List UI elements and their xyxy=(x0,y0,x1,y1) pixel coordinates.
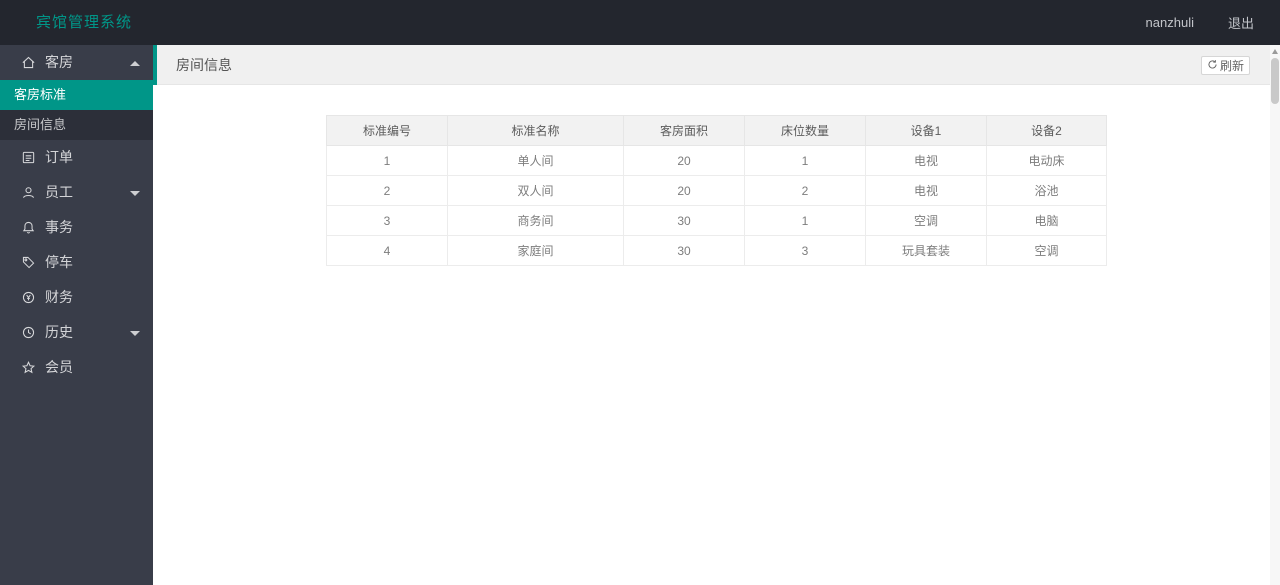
refresh-button[interactable]: 刷新 xyxy=(1200,56,1250,75)
column-header: 标准编号 xyxy=(326,115,448,146)
table-cell: 家庭间 xyxy=(447,235,624,266)
table-cell: 电视 xyxy=(865,175,987,206)
table-row: 2 双人间 20 2 电视 浴池 xyxy=(326,175,1107,206)
sidebar-item-3[interactable]: 订单 xyxy=(0,140,153,175)
sidebar-item-label: 停车 xyxy=(45,254,73,270)
chevron-up-icon xyxy=(130,60,140,66)
sidebar-item-label: 房间信息 xyxy=(14,117,67,132)
table-cell: 空调 xyxy=(865,205,987,236)
sidebar-nav: 客房客房标准房间信息订单员工事务停车财务历史会员 xyxy=(0,45,153,585)
refresh-label: 刷新 xyxy=(1219,59,1244,73)
page-title: 房间信息 xyxy=(176,57,232,73)
column-header: 客房面积 xyxy=(623,115,745,146)
table-cell: 4 xyxy=(326,235,448,266)
table-cell: 1 xyxy=(744,145,866,176)
column-header: 床位数量 xyxy=(744,115,866,146)
sidebar-item-label: 客房 xyxy=(45,54,73,70)
table-cell: 浴池 xyxy=(986,175,1107,206)
table-cell: 1 xyxy=(744,205,866,236)
table-cell: 2 xyxy=(744,175,866,206)
sidebar-item-5[interactable]: 事务 xyxy=(0,210,153,245)
room-info-table: 标准编号 标准名称 客房面积 床位数量 设备1 设备2 1 单人间 20 1 电视 电动床 2 双人间 2… xyxy=(326,115,1107,266)
sidebar-item-label: 员工 xyxy=(45,184,73,200)
tag-icon xyxy=(21,248,37,269)
sidebar-item-label: 财务 xyxy=(45,289,73,305)
column-header: 设备1 xyxy=(865,115,987,146)
home-icon xyxy=(21,48,37,69)
accent-strip xyxy=(153,45,157,85)
user-icon xyxy=(21,178,37,198)
form-icon xyxy=(21,143,37,164)
scrollbar-thumb[interactable] xyxy=(1271,58,1279,104)
sidebar-item-label: 订单 xyxy=(45,149,73,165)
sidebar-item-2[interactable]: 房间信息 xyxy=(0,110,153,140)
table-cell: 2 xyxy=(326,175,448,206)
column-header: 标准名称 xyxy=(447,115,624,146)
table-cell: 空调 xyxy=(986,235,1107,266)
sidebar-item-1[interactable]: 客房标准 xyxy=(0,80,153,110)
chevron-down-icon xyxy=(130,330,140,336)
table-row: 1 单人间 20 1 电视 电动床 xyxy=(326,145,1107,176)
coin-icon xyxy=(21,283,37,304)
navbar-right: nanzhuli 退出 xyxy=(1146,0,1254,45)
chevron-down-icon xyxy=(130,190,140,196)
column-header: 设备2 xyxy=(986,115,1107,146)
table-row: 3 商务间 30 1 空调 电脑 xyxy=(326,205,1107,236)
sidebar-item-6[interactable]: 停车 xyxy=(0,245,153,280)
bell-icon xyxy=(21,213,37,234)
table-cell: 3 xyxy=(326,205,448,236)
sidebar-item-0[interactable]: 客房 xyxy=(0,45,153,80)
scrollbar-up-arrow-icon[interactable] xyxy=(1272,49,1278,54)
top-navbar: 宾馆管理系统 nanzhuli 退出 xyxy=(0,0,1280,45)
table-cell: 3 xyxy=(744,235,866,266)
table-cell: 商务间 xyxy=(447,205,624,236)
content-body: 标准编号 标准名称 客房面积 床位数量 设备1 设备2 1 单人间 20 1 电视 电动床 2 双人间 2… xyxy=(153,85,1280,585)
scrollbar[interactable] xyxy=(1270,45,1280,585)
table-row: 4 家庭间 30 3 玩具套装 空调 xyxy=(326,235,1107,266)
sidebar-item-label: 历史 xyxy=(45,324,73,340)
table-cell: 1 xyxy=(326,145,448,176)
app-title: 宾馆管理系统 xyxy=(36,14,133,31)
sidebar-item-label: 客房标准 xyxy=(14,87,67,102)
table-cell: 电脑 xyxy=(986,205,1107,236)
sidebar-item-7[interactable]: 财务 xyxy=(0,280,153,315)
table-cell: 30 xyxy=(623,235,745,266)
sidebar-item-8[interactable]: 历史 xyxy=(0,315,153,350)
clock-icon xyxy=(21,318,37,339)
table-cell: 双人间 xyxy=(447,175,624,206)
table-cell: 玩具套装 xyxy=(865,235,987,266)
sidebar-item-label: 会员 xyxy=(45,359,73,375)
table-cell: 30 xyxy=(623,205,745,236)
table-cell: 单人间 xyxy=(447,145,624,176)
table-cell: 20 xyxy=(623,145,745,176)
sidebar-item-label: 事务 xyxy=(45,219,73,235)
refresh-icon xyxy=(1207,59,1218,73)
logout-link[interactable]: 退出 xyxy=(1227,16,1254,31)
username-link[interactable]: nanzhuli xyxy=(1145,15,1194,30)
sidebar-item-9[interactable]: 会员 xyxy=(0,350,153,385)
star-icon xyxy=(21,353,37,374)
table-cell: 20 xyxy=(623,175,745,206)
sidebar-item-4[interactable]: 员工 xyxy=(0,175,153,210)
table-header-row: 标准编号 标准名称 客房面积 床位数量 设备1 设备2 xyxy=(326,115,1107,146)
table-cell: 电动床 xyxy=(986,145,1107,176)
table-cell: 电视 xyxy=(865,145,987,176)
content-header: 房间信息 刷新 xyxy=(153,45,1280,85)
